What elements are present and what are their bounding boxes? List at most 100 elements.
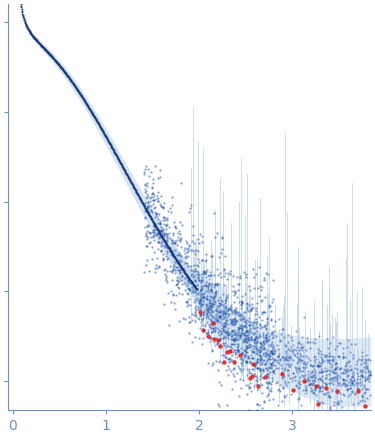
Point — [147, 239, 153, 246]
Point — [143, 206, 149, 213]
Point — [247, 379, 253, 386]
Point — [236, 325, 242, 332]
Point — [309, 380, 315, 387]
Point — [36, 39, 42, 46]
Point — [158, 231, 164, 238]
Point — [172, 223, 178, 230]
Point — [253, 332, 259, 339]
Point — [257, 361, 263, 368]
Point — [94, 119, 100, 126]
Point — [261, 323, 267, 329]
Point — [191, 282, 197, 289]
Point — [368, 367, 374, 374]
Point — [216, 358, 222, 365]
Point — [163, 253, 169, 260]
Point — [210, 335, 216, 342]
Point — [177, 252, 183, 259]
Point — [244, 300, 250, 307]
Point — [246, 314, 252, 321]
Point — [207, 293, 213, 300]
Point — [331, 369, 337, 376]
Point — [304, 375, 310, 382]
Point — [154, 254, 160, 261]
Point — [85, 102, 91, 109]
Point — [246, 302, 252, 309]
Point — [122, 167, 128, 174]
Point — [345, 386, 351, 393]
Point — [88, 108, 94, 115]
Point — [184, 272, 190, 279]
Point — [232, 319, 238, 326]
Point — [113, 152, 119, 159]
Point — [174, 280, 180, 287]
Point — [211, 317, 217, 324]
Point — [152, 214, 158, 221]
Point — [186, 276, 192, 283]
Point — [195, 275, 201, 282]
Point — [25, 25, 31, 32]
Point — [203, 310, 209, 317]
Point — [177, 219, 183, 226]
Point — [51, 56, 57, 63]
Point — [171, 299, 177, 306]
Point — [336, 354, 342, 361]
Point — [184, 273, 190, 280]
Point — [296, 367, 302, 374]
Point — [282, 364, 288, 371]
Point — [214, 281, 220, 288]
Point — [230, 335, 236, 342]
Point — [202, 283, 208, 290]
Point — [250, 318, 256, 325]
Point — [311, 389, 317, 396]
Point — [199, 291, 205, 298]
Point — [274, 365, 280, 372]
Point — [184, 246, 190, 253]
Point — [254, 378, 260, 385]
Point — [212, 233, 218, 240]
Point — [359, 385, 365, 392]
Point — [309, 368, 315, 375]
Point — [124, 173, 130, 180]
Point — [325, 357, 331, 364]
Point — [323, 375, 329, 382]
Point — [200, 326, 206, 333]
Point — [310, 356, 316, 363]
Point — [101, 129, 107, 136]
Point — [156, 229, 162, 236]
Point — [65, 73, 71, 80]
Point — [257, 340, 263, 347]
Point — [206, 276, 212, 283]
Point — [215, 317, 221, 324]
Point — [197, 292, 203, 299]
Point — [250, 354, 256, 361]
Point — [182, 270, 188, 277]
Point — [220, 334, 226, 341]
Point — [355, 399, 361, 406]
Point — [247, 384, 253, 391]
Point — [268, 350, 274, 357]
Point — [45, 49, 51, 55]
Point — [230, 340, 236, 347]
Point — [113, 151, 119, 158]
Point — [293, 382, 299, 389]
Point — [254, 401, 260, 408]
Point — [177, 237, 183, 244]
Point — [178, 277, 184, 284]
Point — [225, 372, 231, 379]
Point — [349, 381, 355, 388]
Point — [169, 240, 175, 247]
Point — [230, 322, 236, 329]
Point — [266, 350, 272, 357]
Point — [309, 384, 315, 391]
Point — [357, 397, 363, 404]
Point — [263, 331, 269, 338]
Point — [318, 359, 324, 366]
Point — [226, 357, 232, 364]
Point — [198, 277, 204, 284]
Point — [236, 309, 242, 316]
Point — [213, 358, 219, 365]
Point — [232, 378, 238, 385]
Point — [233, 348, 239, 355]
Point — [123, 169, 129, 176]
Point — [72, 83, 78, 90]
